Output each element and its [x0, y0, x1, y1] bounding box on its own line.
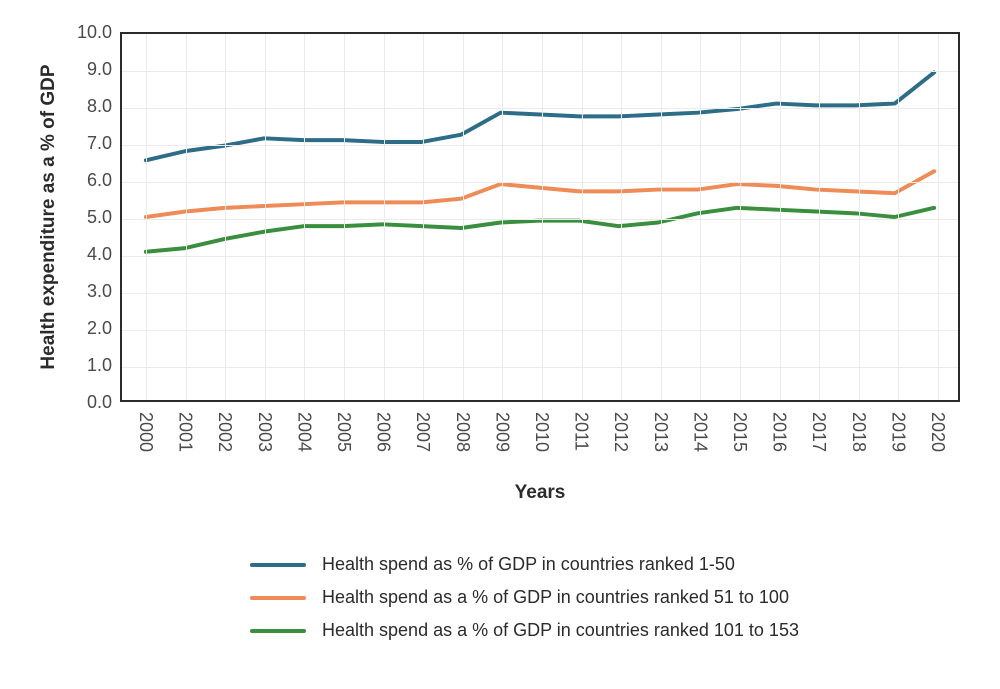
grid-line-v — [661, 34, 662, 400]
grid-line-v — [265, 34, 266, 400]
legend-label: Health spend as a % of GDP in countries … — [322, 587, 789, 608]
grid-line-v — [146, 34, 147, 400]
grid-line-h — [122, 367, 958, 368]
grid-line-h — [122, 330, 958, 331]
y-tick-label: 5.0 — [68, 207, 112, 228]
grid-line-h — [122, 108, 958, 109]
x-tick-label: 2000 — [135, 412, 156, 452]
grid-line-v — [700, 34, 701, 400]
legend-item: Health spend as % of GDP in countries ra… — [250, 554, 799, 575]
y-axis-title: Health expenditure as a % of GDP — [38, 32, 60, 402]
x-tick-label: 2014 — [689, 412, 710, 452]
x-tick-label: 2013 — [650, 412, 671, 452]
grid-line-v — [304, 34, 305, 400]
grid-line-v — [819, 34, 820, 400]
y-tick-label: 3.0 — [68, 281, 112, 302]
legend-item: Health spend as a % of GDP in countries … — [250, 587, 799, 608]
legend-item: Health spend as a % of GDP in countries … — [250, 620, 799, 641]
grid-line-v — [186, 34, 187, 400]
grid-line-v — [740, 34, 741, 400]
grid-line-h — [122, 219, 958, 220]
legend-swatch — [250, 596, 306, 600]
x-tick-label: 2012 — [610, 412, 631, 452]
x-tick-label: 2017 — [808, 412, 829, 452]
grid-line-v — [938, 34, 939, 400]
x-tick-label: 2004 — [293, 412, 314, 452]
grid-line-h — [122, 71, 958, 72]
x-tick-label: 2005 — [333, 412, 354, 452]
grid-line-v — [621, 34, 622, 400]
y-tick-label: 8.0 — [68, 96, 112, 117]
x-tick-label: 2001 — [175, 412, 196, 452]
x-tick-label: 2003 — [254, 412, 275, 452]
grid-line-v — [502, 34, 503, 400]
x-tick-label: 2019 — [887, 412, 908, 452]
x-tick-label: 2016 — [769, 412, 790, 452]
grid-line-v — [859, 34, 860, 400]
grid-line-v — [582, 34, 583, 400]
line-series-svg — [122, 34, 958, 400]
x-axis-title: Years — [120, 482, 960, 504]
y-tick-label: 6.0 — [68, 170, 112, 191]
y-tick-label: 2.0 — [68, 318, 112, 339]
x-tick-label: 2020 — [927, 412, 948, 452]
y-tick-label: 4.0 — [68, 244, 112, 265]
y-tick-label: 10.0 — [68, 22, 112, 43]
legend: Health spend as % of GDP in countries ra… — [250, 554, 799, 653]
y-tick-label: 9.0 — [68, 59, 112, 80]
grid-line-v — [463, 34, 464, 400]
x-tick-label: 2006 — [373, 412, 394, 452]
legend-label: Health spend as % of GDP in countries ra… — [322, 554, 735, 575]
x-tick-label: 2007 — [412, 412, 433, 452]
grid-line-v — [344, 34, 345, 400]
y-tick-label: 7.0 — [68, 133, 112, 154]
x-tick-label: 2009 — [491, 412, 512, 452]
legend-label: Health spend as a % of GDP in countries … — [322, 620, 799, 641]
plot-area — [120, 32, 960, 402]
x-tick-label: 2018 — [848, 412, 869, 452]
grid-line-h — [122, 293, 958, 294]
grid-line-v — [225, 34, 226, 400]
grid-line-h — [122, 145, 958, 146]
grid-line-v — [780, 34, 781, 400]
legend-swatch — [250, 563, 306, 567]
grid-line-v — [384, 34, 385, 400]
grid-line-h — [122, 182, 958, 183]
x-tick-label: 2011 — [571, 412, 592, 451]
grid-line-v — [542, 34, 543, 400]
grid-line-v — [898, 34, 899, 400]
legend-swatch — [250, 629, 306, 633]
y-tick-label: 0.0 — [68, 392, 112, 413]
x-tick-label: 2010 — [531, 412, 552, 452]
grid-line-h — [122, 256, 958, 257]
x-tick-label: 2008 — [452, 412, 473, 452]
x-tick-label: 2015 — [729, 412, 750, 452]
y-tick-label: 1.0 — [68, 355, 112, 376]
grid-line-v — [423, 34, 424, 400]
chart-container: Health expenditure as a % of GDP Years H… — [0, 0, 1000, 689]
x-tick-label: 2002 — [214, 412, 235, 452]
